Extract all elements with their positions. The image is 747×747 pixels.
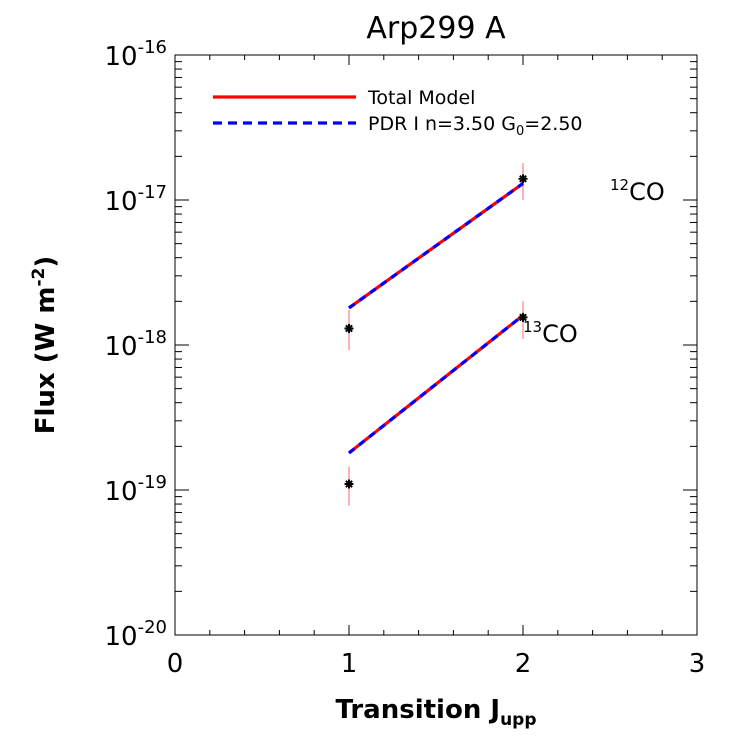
axis-ticks <box>174 54 698 636</box>
x-axis-label: Transition Jupp <box>335 695 536 730</box>
model-lines <box>348 182 524 455</box>
x-tick-label: 0 <box>167 649 184 679</box>
y-tick-labels: 10-20 10-19 10-18 10-17 10-16 <box>105 37 168 652</box>
legend-label: Total Model <box>367 87 475 109</box>
plot-area-frame <box>174 54 698 636</box>
x-tick-label: 3 <box>689 649 706 679</box>
legend-label: PDR I n=3.50 G0=2.50 <box>368 113 583 139</box>
pdr-model-line <box>348 182 524 310</box>
observation-marker <box>518 312 528 322</box>
chart-title: Arp299 A <box>366 11 506 46</box>
isotope-label: 12CO <box>610 176 665 206</box>
y-tick-label: 10-20 <box>105 617 168 652</box>
isotope-label: 13CO <box>523 318 578 348</box>
legend: Total Model PDR I n=3.50 G0=2.50 <box>213 87 583 139</box>
x-tick-label: 2 <box>515 649 532 679</box>
y-tick-label: 10-19 <box>105 472 168 507</box>
observation-marker <box>518 174 528 184</box>
observation-marker <box>344 323 354 333</box>
x-tick-label: 1 <box>341 649 358 679</box>
isotope-annotations: 12CO 13CO <box>523 176 665 348</box>
marker-stroke <box>345 480 353 488</box>
y-tick-label: 10-17 <box>105 182 168 217</box>
marker-stroke <box>345 324 353 333</box>
observation-markers <box>344 174 528 489</box>
y-tick-label: 10-18 <box>105 327 168 362</box>
marker-stroke <box>519 174 527 183</box>
y-tick-label: 10-16 <box>105 37 168 72</box>
marker-stroke <box>519 313 527 322</box>
x-tick-labels: 0 1 2 3 <box>167 649 706 679</box>
y-axis-label: Flux (W m-2) <box>29 256 61 435</box>
observation-marker <box>344 479 354 489</box>
pdr-model-line <box>348 314 524 455</box>
